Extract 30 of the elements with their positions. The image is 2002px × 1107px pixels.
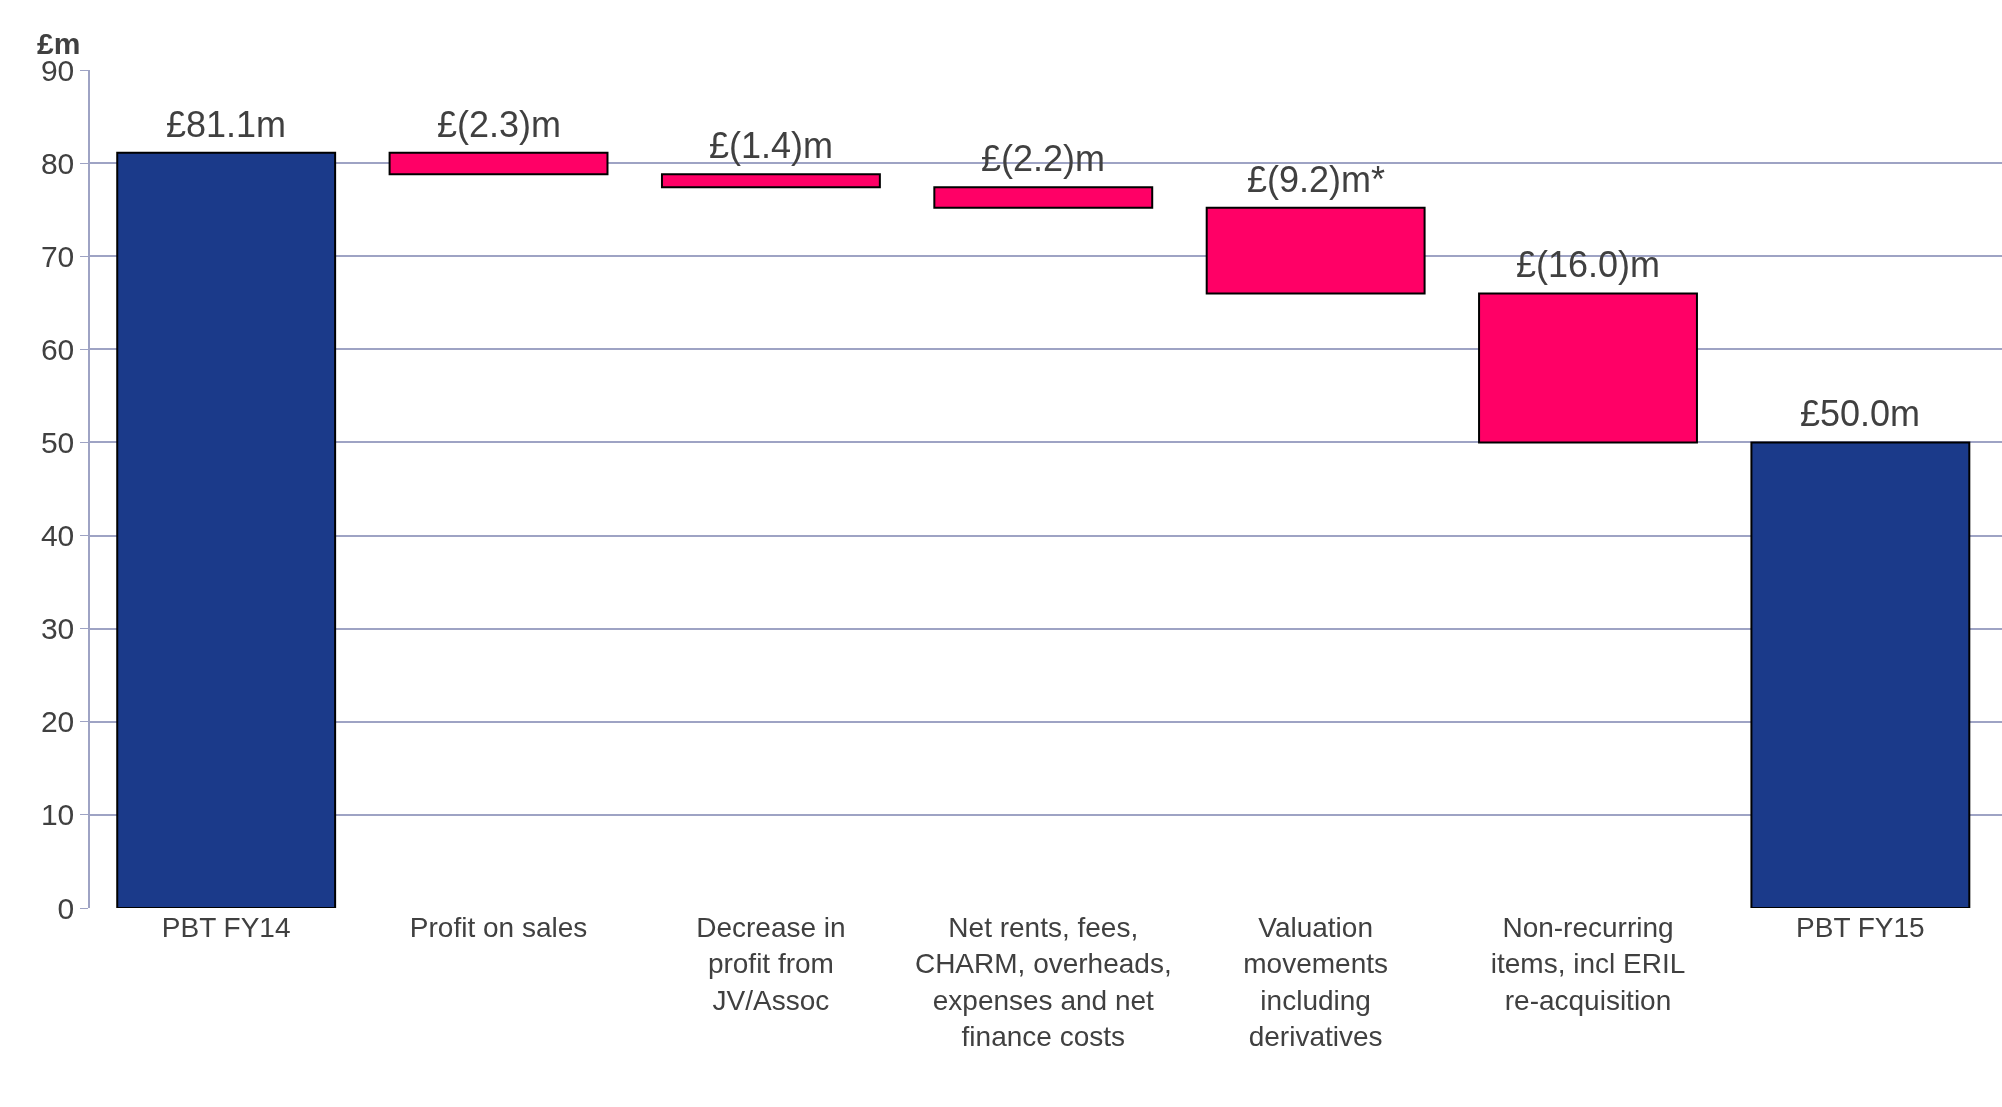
data-label: £50.0m xyxy=(1800,393,1921,434)
y-tick-label: 70 xyxy=(40,239,75,273)
y-tick-label: 30 xyxy=(40,612,75,646)
data-label: £(16.0)m xyxy=(1516,244,1661,285)
data-label: £81.1m xyxy=(166,104,287,145)
bar xyxy=(388,151,609,176)
bar xyxy=(1750,441,1971,908)
y-tick-label: 10 xyxy=(40,798,75,832)
y-tick-label: 0 xyxy=(57,891,75,925)
data-label: £(2.2)m xyxy=(981,138,1106,179)
data-label: £(1.4)m xyxy=(709,125,834,166)
bar xyxy=(933,186,1154,209)
y-tick-label: 50 xyxy=(40,425,75,459)
bar xyxy=(116,151,337,908)
y-tick-label: 60 xyxy=(40,332,75,366)
bar xyxy=(660,173,881,189)
x-tick-label: Net rents, fees, CHARM, overheads, expenses and net finance costs xyxy=(914,912,1172,1053)
y-tick-label: 20 xyxy=(40,705,75,739)
x-tick-label: PBT FY15 xyxy=(1796,912,1925,943)
x-tick-label: PBT FY14 xyxy=(161,912,291,943)
x-tick-label: Valuation movements including derivatives xyxy=(1243,912,1388,1053)
data-label: £(2.3)m xyxy=(437,104,562,145)
y-tick-label: 80 xyxy=(40,146,75,180)
bar xyxy=(1478,292,1698,444)
x-tick-label: Profit on sales xyxy=(409,912,588,943)
y-tick-label: 40 xyxy=(40,519,75,553)
bar xyxy=(1205,206,1426,295)
x-tick-label: Non-recurring items, incl ERIL re-acquisition xyxy=(1490,912,1686,1016)
data-label: £(9.2)m* xyxy=(1247,159,1386,200)
x-tick-label: Decrease in profit from JV/Assoc xyxy=(696,912,846,1016)
